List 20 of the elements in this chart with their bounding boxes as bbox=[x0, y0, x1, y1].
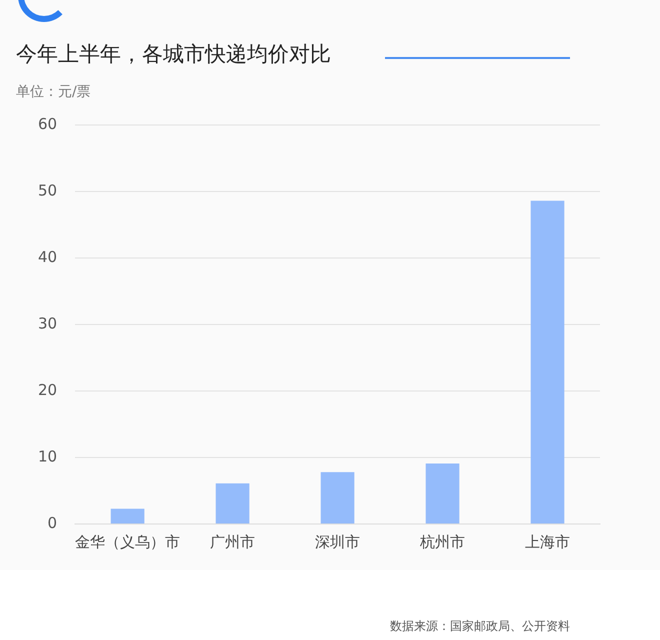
bar bbox=[530, 200, 564, 524]
bar bbox=[110, 508, 144, 524]
x-tick-label: 广州市 bbox=[210, 532, 256, 551]
bar bbox=[426, 463, 460, 524]
source-note: 数据来源：国家邮政局、公开资料 bbox=[390, 618, 570, 635]
y-tick-label: 60 bbox=[38, 114, 58, 133]
y-tick-label: 20 bbox=[38, 380, 58, 399]
bar bbox=[320, 472, 354, 524]
x-tick-label: 上海市 bbox=[525, 532, 570, 551]
y-tick-label: 30 bbox=[38, 314, 58, 332]
y-tick-label: 50 bbox=[38, 181, 58, 200]
x-tick-label: 深圳市 bbox=[315, 532, 360, 551]
y-tick-label: 0 bbox=[48, 514, 58, 532]
chart-title: 今年上半年，各城市快递均价对比 bbox=[16, 41, 331, 68]
x-tick-label: 金华（义乌）市 bbox=[75, 532, 180, 551]
x-tick-label: 杭州市 bbox=[419, 532, 466, 551]
bar bbox=[216, 483, 250, 524]
y-axis-title: 单位：元/票 bbox=[16, 83, 91, 101]
y-tick-label: 40 bbox=[38, 248, 58, 266]
y-tick-label: 10 bbox=[38, 447, 58, 466]
